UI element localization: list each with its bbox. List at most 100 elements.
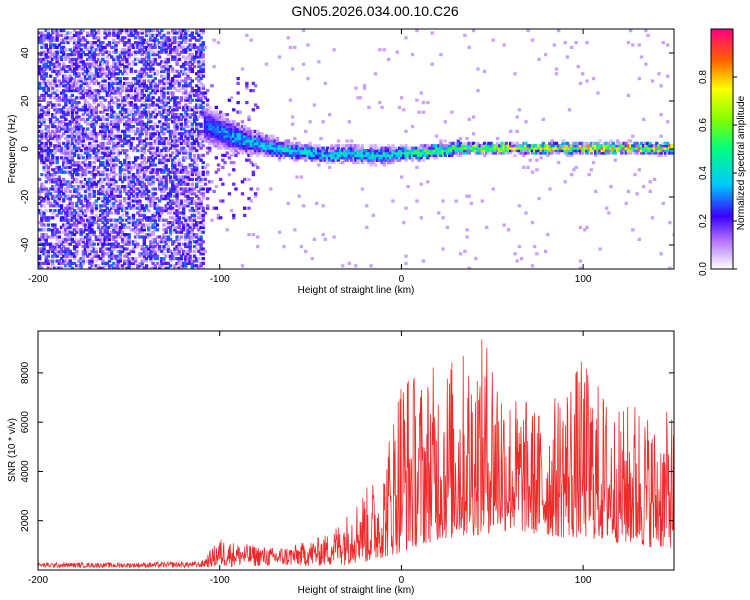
heatmap-cell <box>310 153 314 157</box>
heatmap-cell <box>81 137 85 141</box>
heatmap-cell <box>356 161 360 165</box>
heatmap-cell <box>127 259 131 263</box>
heatmap-cell <box>258 139 262 143</box>
heatmap-cell <box>90 41 94 45</box>
heatmap-cell <box>55 110 59 114</box>
heatmap-cell <box>85 153 90 157</box>
heatmap-cell <box>77 192 81 196</box>
heatmap-cell <box>138 230 142 234</box>
heatmap-cell <box>166 122 171 126</box>
heatmap-cell <box>44 141 48 145</box>
heatmap-cell <box>153 211 157 215</box>
heatmap-cell <box>57 134 62 138</box>
heatmap-cell <box>166 129 171 133</box>
heatmap-cell <box>168 199 173 203</box>
heatmap-cell <box>116 115 120 119</box>
heatmap-cell <box>195 53 199 57</box>
heatmap-cell <box>120 213 125 217</box>
heatmap-cell <box>38 221 42 225</box>
heatmap-cell <box>184 33 188 37</box>
heatmap-cell <box>288 153 293 157</box>
heatmap-cell <box>229 129 234 133</box>
heatmap-cell <box>157 245 162 249</box>
heatmap-cell <box>131 62 136 66</box>
heatmap-cell <box>85 89 90 93</box>
heatmap-cell <box>365 158 369 162</box>
heatmap-cell <box>57 170 62 174</box>
heatmap-cell <box>138 204 142 208</box>
heatmap-cell <box>138 189 142 193</box>
heatmap-cell <box>153 213 157 217</box>
heatmap-cell <box>299 146 304 150</box>
heatmap-cell <box>64 55 68 59</box>
heatmap-cell <box>90 129 94 133</box>
heatmap-cell <box>341 153 345 157</box>
heatmap-cell <box>341 144 345 148</box>
heatmap-cell <box>101 103 105 107</box>
heatmap-cell <box>354 161 358 165</box>
heatmap-cell <box>112 33 116 37</box>
heatmap-cell <box>64 194 68 198</box>
heatmap-cell <box>53 81 57 85</box>
heatmap-cell <box>173 57 177 61</box>
heatmap-cell <box>96 65 101 69</box>
heatmap-cell <box>112 177 116 181</box>
heatmap-cell <box>72 261 77 265</box>
heatmap-cell <box>114 117 118 121</box>
heatmap-cell <box>253 163 258 167</box>
heatmap-cell <box>218 127 223 131</box>
heatmap-cell <box>229 127 234 131</box>
heatmap-cell <box>184 252 188 256</box>
heatmap-cell <box>199 185 203 189</box>
heatmap-cell <box>225 151 229 155</box>
heatmap-cell <box>136 168 140 172</box>
heatmap-cell <box>94 153 99 157</box>
heatmap-cell <box>140 177 144 181</box>
heatmap-cell <box>181 170 186 174</box>
heatmap-cell <box>197 237 201 241</box>
heatmap-cell <box>171 57 175 61</box>
heatmap-cell <box>166 206 171 210</box>
heatmap-cell <box>59 69 64 73</box>
heatmap-cell <box>46 197 51 201</box>
heatmap-cell <box>44 137 48 141</box>
heatmap-cell <box>61 105 66 109</box>
heatmap-cell <box>184 199 188 203</box>
heatmap-cell <box>88 45 92 49</box>
heatmap-cell <box>229 153 234 157</box>
heatmap-cell <box>105 240 109 244</box>
heatmap-cell <box>149 254 153 258</box>
heatmap-cell <box>142 170 147 174</box>
heatmap-cell <box>192 153 197 157</box>
heatmap-cell <box>83 235 88 239</box>
heatmap-cell <box>133 53 138 57</box>
heatmap-cell <box>46 33 51 37</box>
heatmap-cell <box>162 77 166 81</box>
heatmap-cell <box>164 153 168 157</box>
heatmap-cell <box>118 50 123 54</box>
heatmap-cell <box>94 43 99 47</box>
heatmap-cell <box>343 149 347 153</box>
heatmap-cell <box>216 213 221 217</box>
heatmap-cell <box>55 137 59 141</box>
heatmap-cell <box>205 134 210 138</box>
heatmap-cell <box>330 146 334 150</box>
heatmap-cell <box>168 45 173 49</box>
heatmap-cell <box>131 173 136 177</box>
heatmap-cell <box>40 129 44 133</box>
heatmap-cell <box>151 216 155 220</box>
heatmap-cell <box>42 261 46 265</box>
heatmap-cell <box>68 144 72 148</box>
heatmap-cell <box>105 149 109 153</box>
heatmap-cell <box>181 105 186 109</box>
heatmap-cell <box>186 223 190 227</box>
heatmap-cell <box>40 53 44 57</box>
heatmap-cell <box>53 146 57 150</box>
heatmap-cell <box>138 98 142 102</box>
heatmap-cell <box>179 134 184 138</box>
heatmap-cell <box>175 149 179 153</box>
heatmap-cell <box>197 173 201 177</box>
heatmap-cell <box>188 69 192 73</box>
heatmap-cell <box>85 206 90 210</box>
heatmap-cell <box>186 77 190 81</box>
